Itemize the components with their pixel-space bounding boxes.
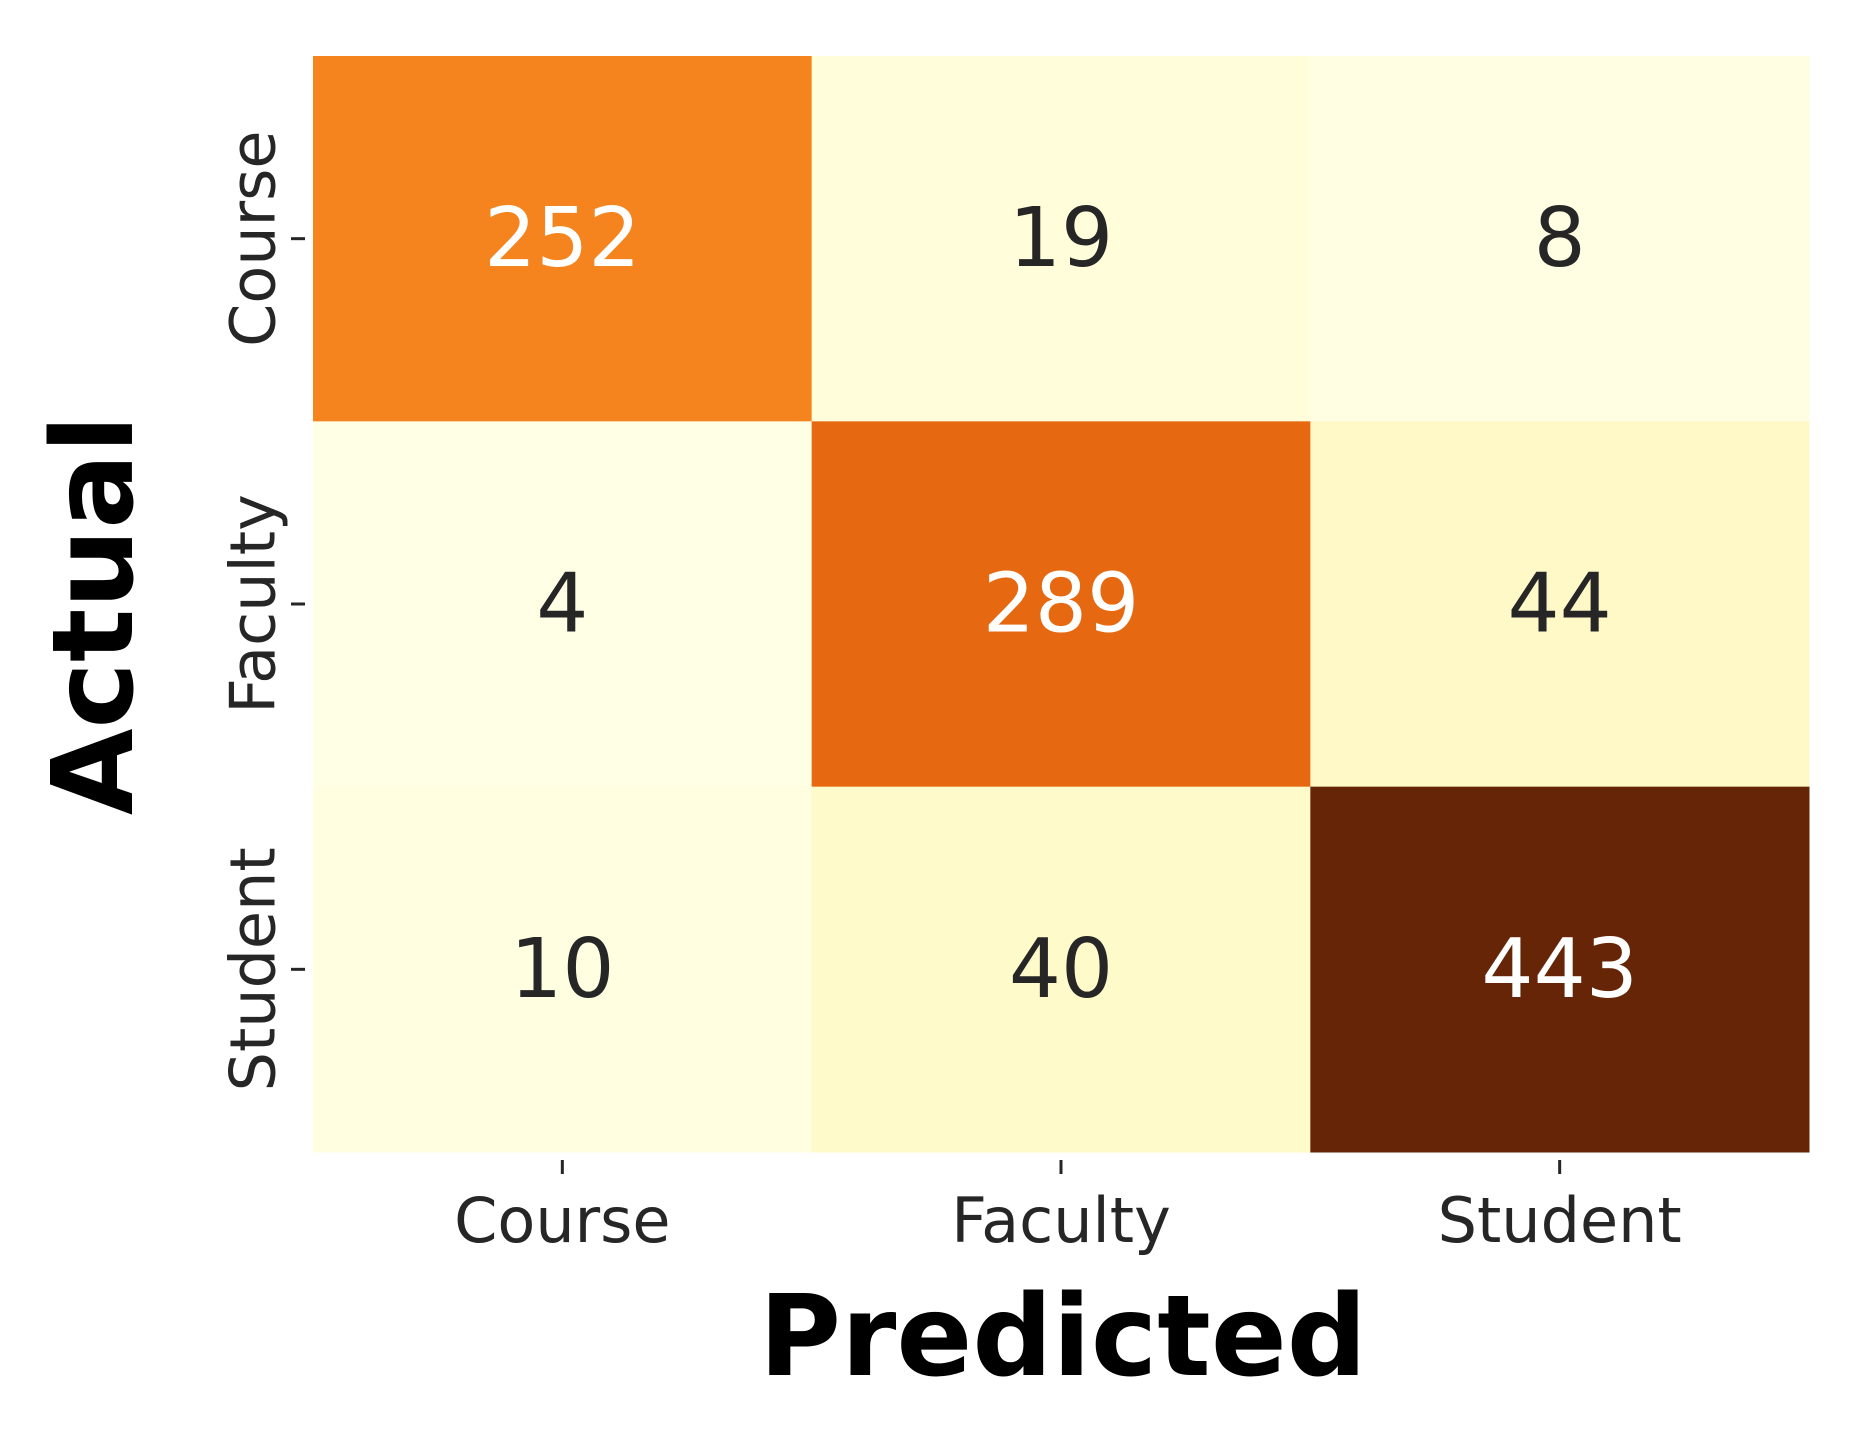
y-axis-title: Actual (29, 415, 159, 815)
heatmap-cell-r1-c2 (1310, 421, 1810, 788)
cell-value-label-r1-c0: 4 (536, 557, 588, 652)
y-tick-label-0: Course (217, 130, 290, 346)
axis-ticks: Course Faculty Student Course Faculty Student (217, 130, 1682, 1257)
heatmap-cell-r2-c0 (313, 786, 813, 1153)
y-tick-label-2: Student (217, 847, 290, 1091)
heatmap-cells (313, 56, 1810, 1153)
cell-value-label-r2-c1: 40 (1009, 922, 1113, 1017)
cell-value-label-r0-c1: 19 (1009, 191, 1113, 286)
cell-value-label-r0-c2: 8 (1534, 191, 1586, 286)
heatmap-cell-r1-c0 (313, 421, 813, 788)
cell-value-label-r2-c0: 10 (510, 922, 614, 1017)
x-tick-label-1: Faculty (951, 1184, 1171, 1257)
y-tick-label-1: Faculty (217, 494, 290, 714)
heatmap-cell-r0-c2 (1310, 56, 1810, 422)
heatmap-cell-r1-c1 (811, 421, 1311, 788)
heatmap-cell-r2-c2 (1310, 786, 1810, 1153)
x-tick-label-0: Course (454, 1184, 670, 1257)
x-axis-title: Predicted (759, 1272, 1367, 1402)
cell-value-labels: 252 19 8 4 289 44 10 40 443 (484, 191, 1638, 1017)
cell-value-label-r1-c2: 44 (1507, 557, 1611, 652)
x-tick-label-2: Student (1438, 1184, 1682, 1257)
heatmap-cell-r2-c1 (811, 786, 1311, 1153)
cell-value-label-r1-c1: 289 (983, 557, 1140, 652)
heatmap-cell-r0-c1 (811, 56, 1311, 422)
cell-value-label-r0-c0: 252 (484, 191, 641, 286)
heatmap-cell-r0-c0 (313, 56, 813, 422)
cell-value-label-r2-c2: 443 (1481, 922, 1638, 1017)
